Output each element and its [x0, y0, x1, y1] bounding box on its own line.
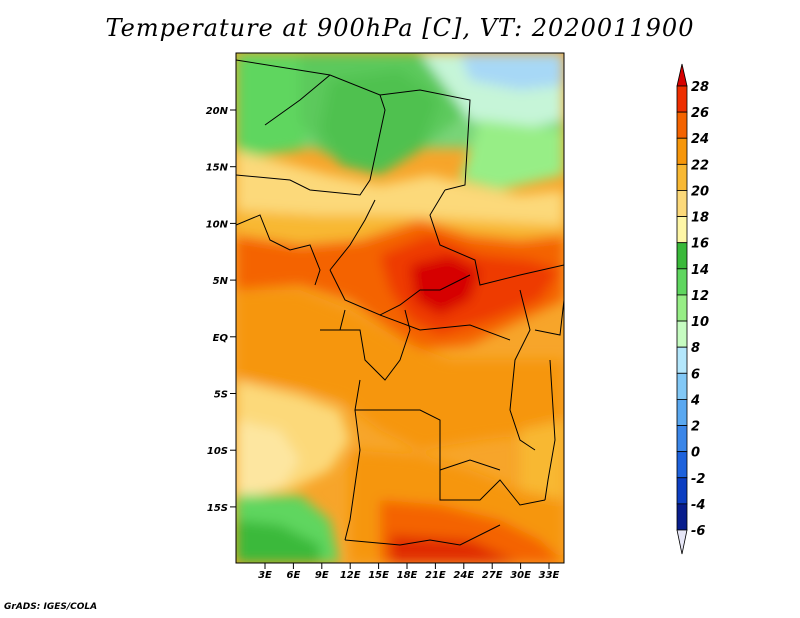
colorbar-label: 2 [691, 420, 700, 435]
lat-label: 15S [207, 503, 228, 514]
lon-label: 9E [315, 570, 329, 581]
colorbar-segment [676, 137, 688, 165]
map-frame [235, 52, 565, 564]
colorbar-label: 4 [690, 393, 700, 408]
colorbar-top-arrow [676, 63, 688, 87]
temperature-field [236, 53, 564, 563]
footer-credit: GrADS: IGES/COLA [4, 602, 98, 612]
colorbar-label: 10 [691, 315, 709, 330]
colorbar-segment [676, 346, 688, 374]
colorbar-segment [676, 190, 688, 217]
colorbar-segment [676, 477, 688, 505]
colorbar-label: 14 [691, 263, 709, 278]
lon-label: 27E [482, 570, 503, 581]
colorbar-segment [676, 85, 688, 113]
colorbar-segment [676, 242, 688, 270]
colorbar-label: 20 [691, 184, 709, 199]
lat-label: 5N [213, 276, 229, 287]
lat-label: 20N [206, 106, 229, 117]
country-borders [236, 59, 564, 546]
colorbar-segment [676, 320, 688, 348]
longitude-axis: 3E 6E 9E 12E 15E 18E 21E 24E 27E 30E 33E [258, 563, 560, 581]
lon-label: 18E [397, 570, 418, 581]
colorbar-label: 16 [691, 237, 709, 252]
lon-label: 15E [368, 570, 389, 581]
lat-label: 10N [206, 219, 229, 230]
colorbar-label: -2 [691, 472, 705, 487]
colorbar-segment [676, 451, 688, 479]
colorbar-label: 0 [691, 446, 700, 461]
colorbar-bottom-arrow [676, 529, 688, 555]
colorbar-label: 6 [691, 367, 700, 382]
lat-label: EQ [213, 333, 229, 344]
lon-label: 24E [453, 570, 474, 581]
colorbar-label: 28 [691, 80, 709, 95]
colorbar-label: -4 [691, 498, 705, 513]
lat-label: 15N [206, 163, 229, 174]
colorbar-label: 24 [691, 132, 709, 147]
lon-label: 30E [510, 570, 531, 581]
colorbar-label: 26 [691, 106, 709, 121]
colorbar-label: 8 [691, 341, 700, 356]
colorbar-segment [676, 294, 688, 322]
lon-label: 6E [287, 570, 301, 581]
lon-label: 3E [258, 570, 272, 581]
chart-title: Temperature at 900hPa [C], VT: 202001190… [105, 14, 695, 42]
colorbar-segment [676, 268, 688, 296]
colorbar-label: 22 [691, 158, 709, 173]
lat-label: 10S [207, 446, 228, 457]
colorbar-segment [676, 216, 688, 244]
colorbar-segment [676, 399, 688, 426]
lon-label: 21E [425, 570, 446, 581]
lon-label: 12E [340, 570, 361, 581]
lat-label: 5S [214, 390, 228, 401]
colorbar-segment [676, 425, 688, 453]
colorbar-segment [676, 372, 688, 400]
colorbar-segment [676, 111, 688, 139]
colorbar-segment [676, 163, 688, 191]
colorbar-label: 18 [691, 211, 709, 226]
colorbar-label: -6 [691, 524, 705, 539]
colorbar-segment [676, 503, 688, 531]
latitude-axis: 20N 15N 10N 5N EQ 5S 10S 15S [206, 106, 236, 514]
lon-label: 33E [539, 570, 560, 581]
colorbar-label: 12 [691, 289, 709, 304]
